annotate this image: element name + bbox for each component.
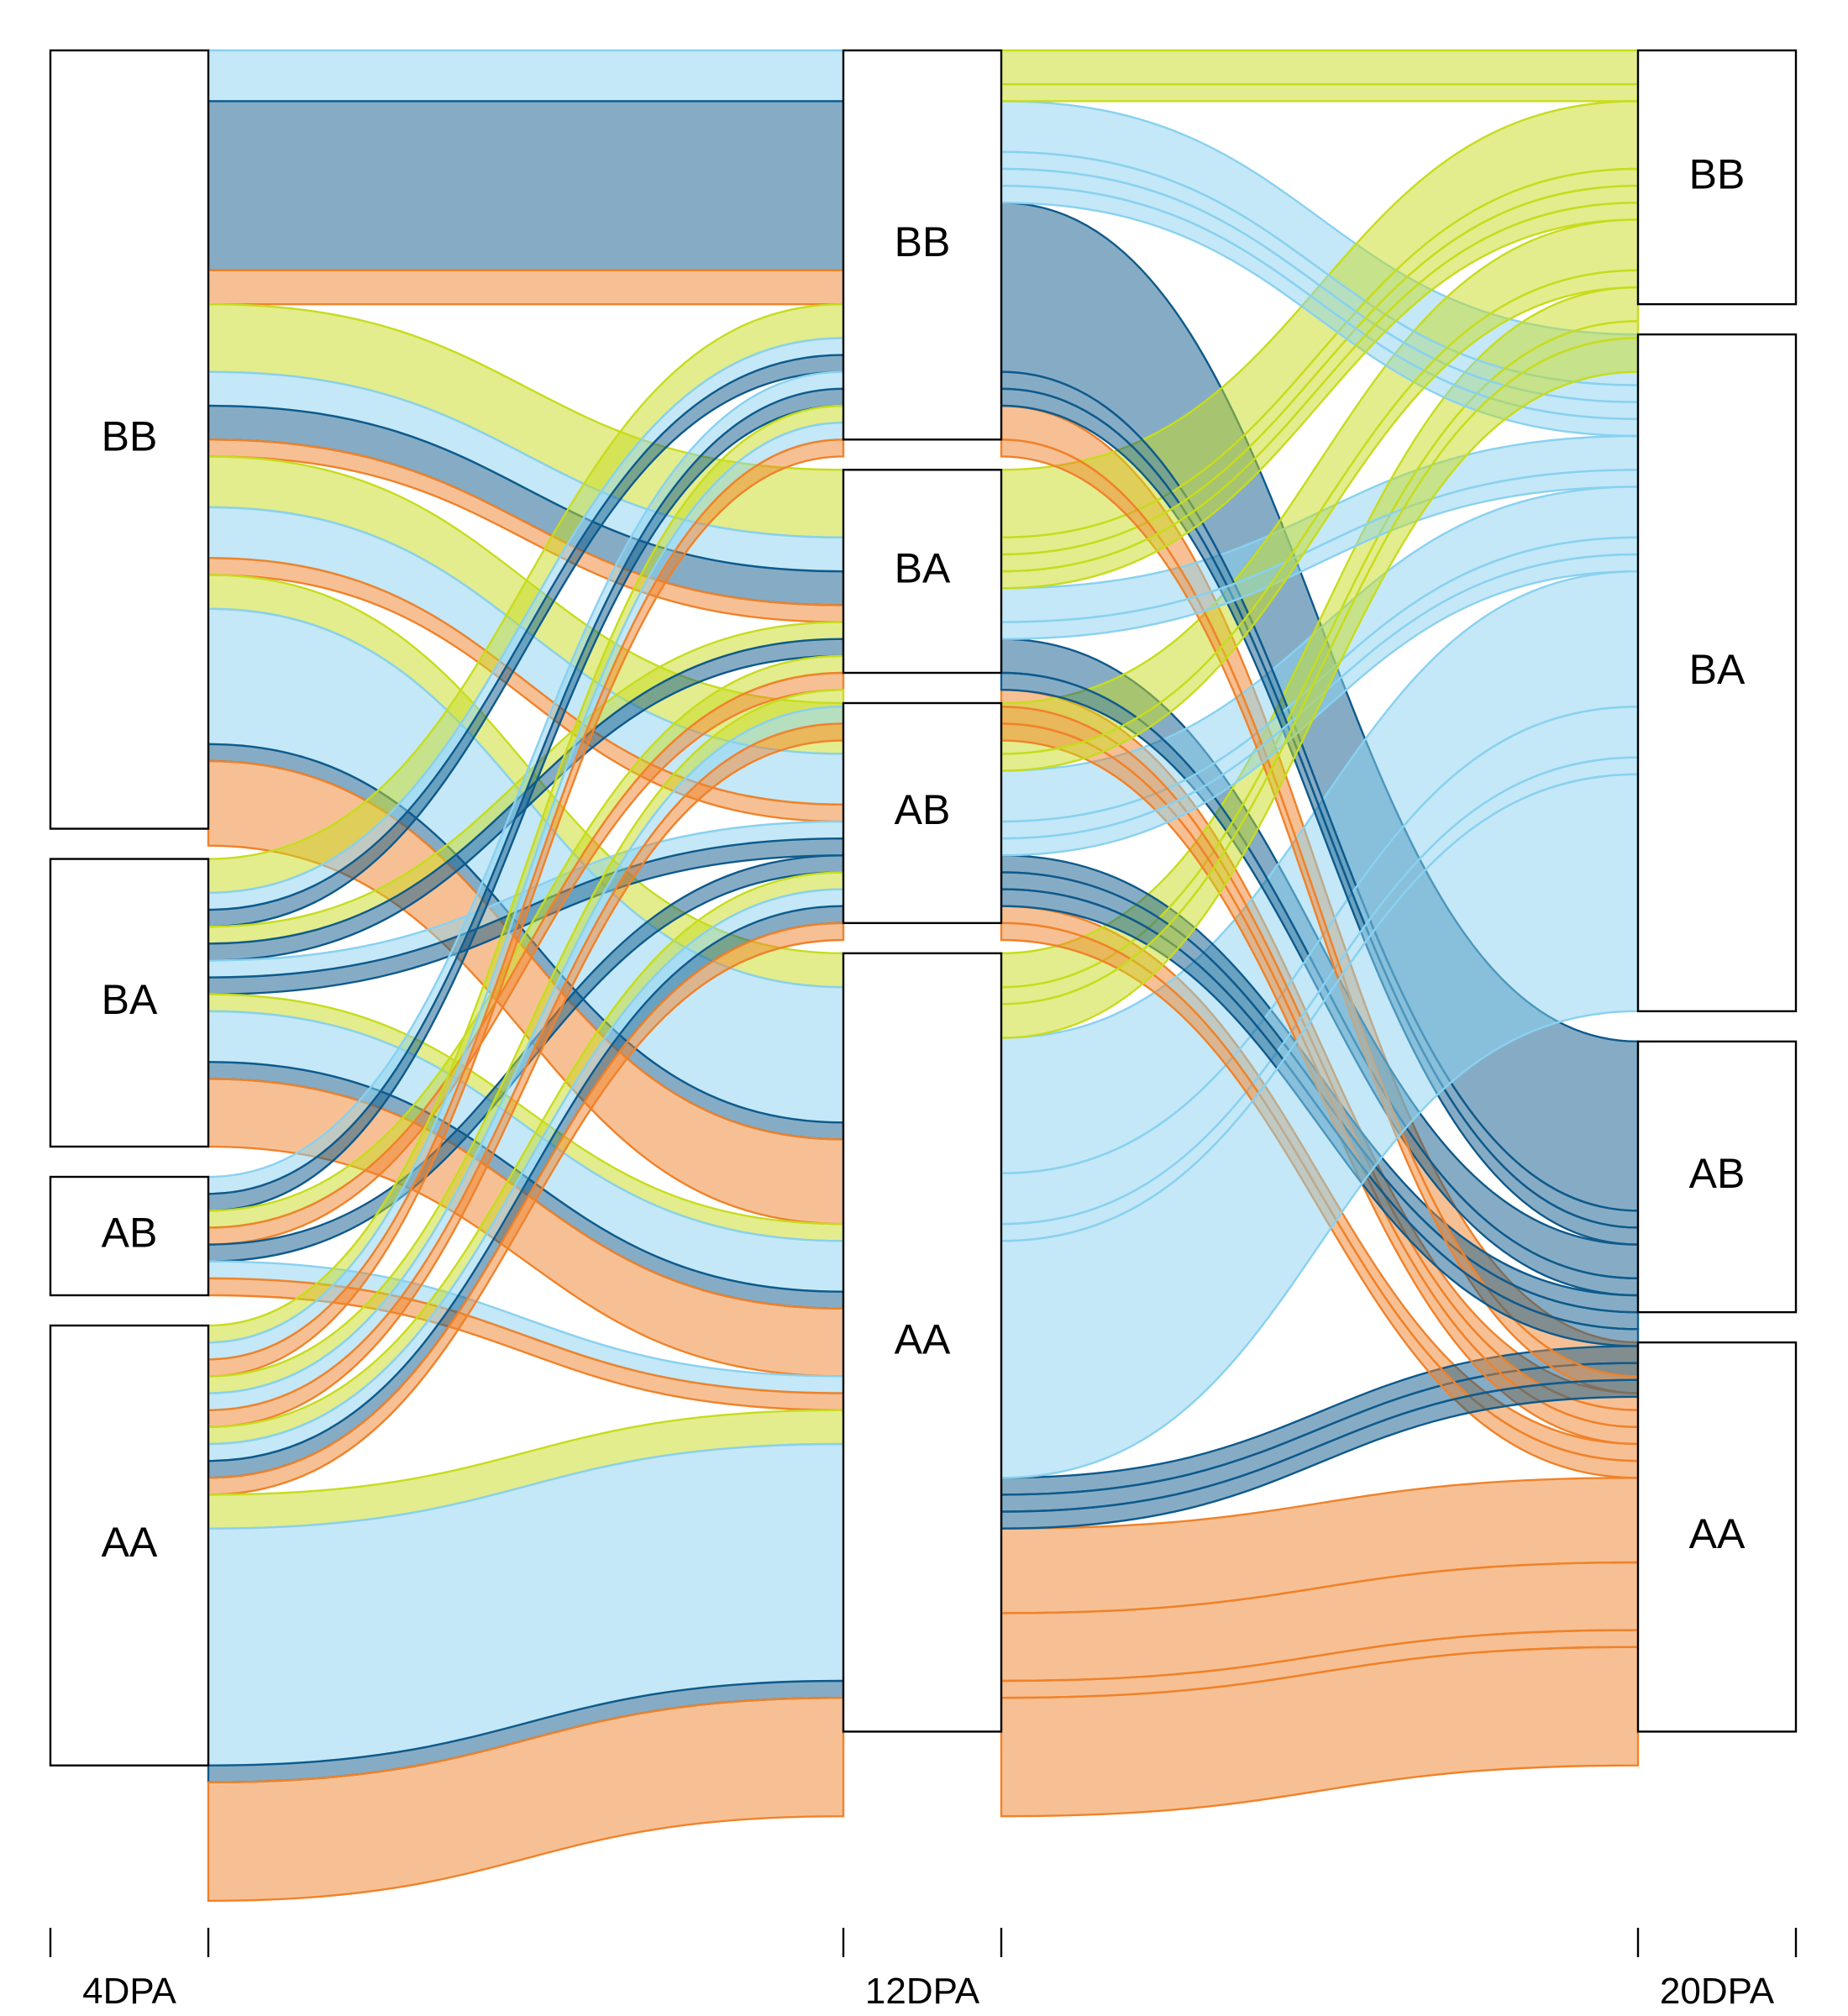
node-box — [49, 1324, 210, 1767]
node-label: BB — [895, 218, 951, 265]
node-20dpa-bb: BB — [1636, 49, 1798, 306]
node-box — [1636, 1040, 1798, 1314]
node-label: BB — [1689, 150, 1746, 197]
node-4dpa-bb: BB — [49, 49, 210, 830]
node-label: AA — [895, 1315, 951, 1362]
node-label: BB — [102, 412, 158, 459]
node-4dpa-ba: BA — [49, 858, 210, 1148]
node-label: AA — [102, 1519, 158, 1566]
node-box — [1636, 1341, 1798, 1733]
node-box — [1636, 333, 1798, 1013]
node-12dpa-ab: AB — [842, 701, 1003, 925]
node-box — [842, 701, 1003, 925]
node-box — [49, 858, 210, 1148]
node-label: BA — [895, 544, 951, 591]
flow-aa-bb-bb-segment-2 — [1000, 83, 1640, 102]
node-label: BA — [102, 976, 158, 1023]
node-12dpa-bb: BB — [842, 49, 1003, 441]
node-box — [49, 49, 210, 830]
node-label: AB — [895, 786, 951, 833]
node-4dpa-ab: AB — [49, 1175, 210, 1297]
node-label: AB — [1689, 1150, 1746, 1197]
node-label: AB — [102, 1210, 158, 1257]
flow-aa-bb-aa-segment-1 — [207, 438, 845, 1378]
flow-bb-bb-aa-segment-1 — [207, 269, 845, 306]
node-box — [49, 1175, 210, 1297]
node-20dpa-ab: AB — [1636, 1040, 1798, 1314]
node-20dpa-ba: BA — [1636, 333, 1798, 1013]
node-20dpa-aa: AA — [1636, 1341, 1798, 1733]
flows-layer — [207, 49, 1640, 1903]
node-12dpa-ba: BA — [842, 469, 1003, 675]
node-label: BA — [1689, 646, 1746, 693]
axis-layer: 4DPA 12DPA 20DPA — [49, 1928, 1798, 2012]
axis-label-4dpa: 4DPA — [82, 1971, 176, 2012]
node-box — [1636, 49, 1798, 306]
nodes-layer: BB BA AB AA BB BA AB AA BB BA AB AA — [49, 49, 1798, 1767]
flow-aa-ab-aa-segment-1 — [207, 921, 845, 1496]
flow-aa-aa-aa-segment-2 — [1000, 1646, 1640, 1818]
flow-ba-bb-bb-segment-2 — [1000, 49, 1640, 86]
node-12dpa-aa: AA — [842, 952, 1003, 1733]
axis-label-12dpa: 12DPA — [865, 1971, 980, 2012]
node-box — [842, 952, 1003, 1733]
axis-label-20dpa: 20DPA — [1660, 1971, 1775, 2012]
node-4dpa-aa: AA — [49, 1324, 210, 1767]
node-box — [842, 49, 1003, 441]
flow-bb-bb-ba-segment-1 — [207, 49, 845, 102]
flow-bb-bb-ab-segment-1 — [207, 100, 845, 272]
node-label: AA — [1689, 1510, 1746, 1557]
flow-aa-aa-aa-segment-1 — [207, 1696, 845, 1903]
node-box — [842, 469, 1003, 675]
